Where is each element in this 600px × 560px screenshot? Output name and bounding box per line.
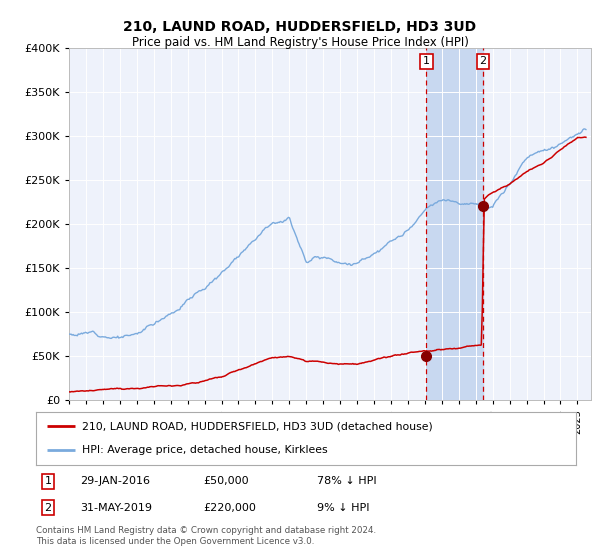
Text: 210, LAUND ROAD, HUDDERSFIELD, HD3 3UD: 210, LAUND ROAD, HUDDERSFIELD, HD3 3UD	[124, 20, 476, 34]
Text: Contains HM Land Registry data © Crown copyright and database right 2024.
This d: Contains HM Land Registry data © Crown c…	[36, 526, 376, 546]
Text: £50,000: £50,000	[203, 476, 249, 486]
Text: 9% ↓ HPI: 9% ↓ HPI	[317, 503, 370, 513]
Text: 31-MAY-2019: 31-MAY-2019	[80, 503, 152, 513]
Text: 78% ↓ HPI: 78% ↓ HPI	[317, 476, 376, 486]
Text: 2: 2	[479, 57, 487, 67]
Text: 1: 1	[44, 476, 52, 486]
Text: HPI: Average price, detached house, Kirklees: HPI: Average price, detached house, Kirk…	[82, 445, 328, 455]
Bar	[426, 48, 483, 400]
Text: £220,000: £220,000	[203, 503, 256, 513]
Text: 1: 1	[423, 57, 430, 67]
Text: 29-JAN-2016: 29-JAN-2016	[80, 476, 150, 486]
Text: 210, LAUND ROAD, HUDDERSFIELD, HD3 3UD (detached house): 210, LAUND ROAD, HUDDERSFIELD, HD3 3UD (…	[82, 422, 433, 432]
Text: 2: 2	[44, 503, 52, 513]
Text: Price paid vs. HM Land Registry's House Price Index (HPI): Price paid vs. HM Land Registry's House …	[131, 36, 469, 49]
